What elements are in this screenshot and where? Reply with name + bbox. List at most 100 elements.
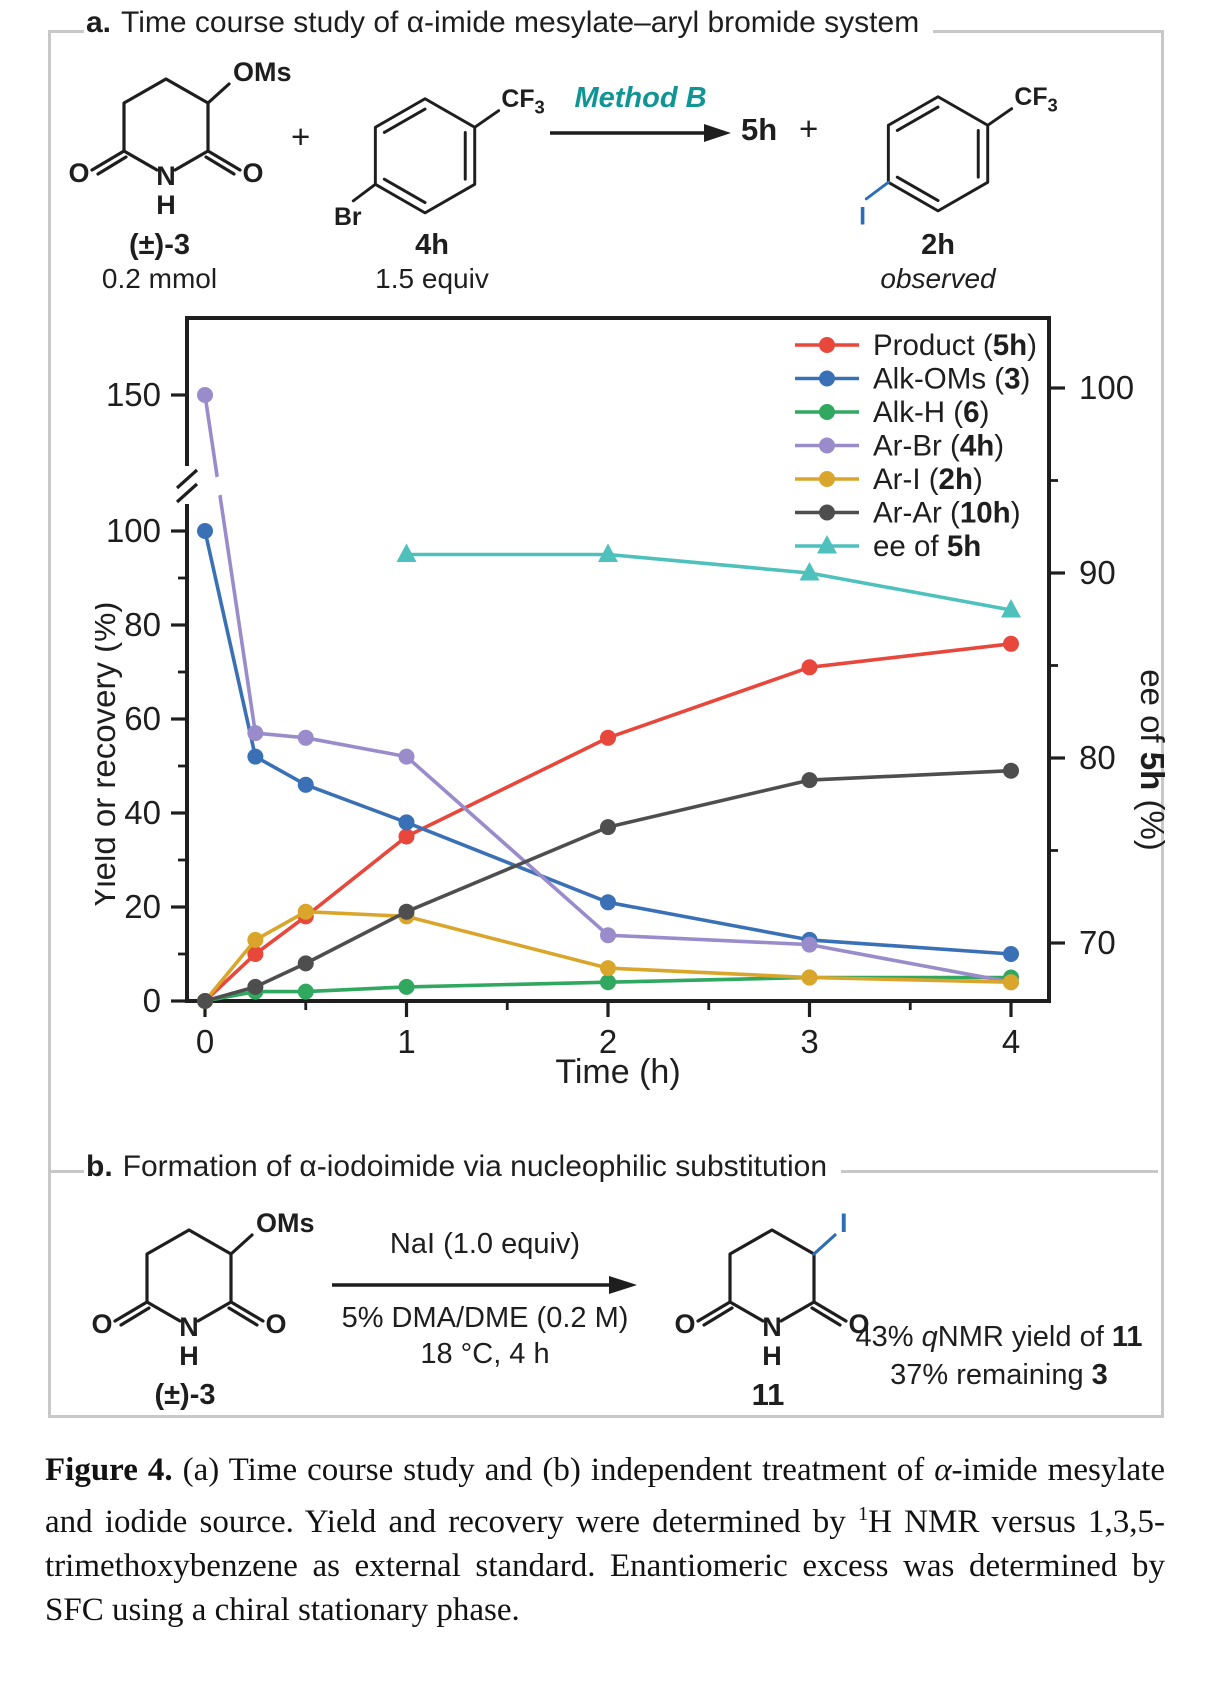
chart-legend: Product (5h)Alk-OMs (3)Alk-H (6)Ar-Br (4… bbox=[795, 329, 1037, 563]
method-label: Method B bbox=[574, 82, 707, 114]
panel-b-results: 43% qNMR yield of 11 37% remaining 3 bbox=[848, 1318, 1150, 1394]
svg-text:150: 150 bbox=[106, 376, 161, 413]
reactant2-caption: 4h 1.5 equiv bbox=[332, 228, 532, 296]
arrow-head bbox=[609, 1276, 637, 1294]
result-line-2: 37% remaining 3 bbox=[890, 1359, 1108, 1391]
right-axis-label: ee of 5h (%) bbox=[1134, 669, 1171, 851]
product2-caption: 2h observed bbox=[848, 228, 1028, 296]
bonds bbox=[90, 77, 242, 176]
left-axis-label: Yield or recovery (%) bbox=[95, 602, 122, 909]
reactant-b-caption: (±)-3 bbox=[85, 1378, 285, 1412]
svg-text:Product (5h): Product (5h) bbox=[873, 329, 1037, 362]
svg-text:ee of 5h: ee of 5h bbox=[873, 530, 981, 563]
svg-text:80: 80 bbox=[124, 606, 161, 643]
c-i-bond bbox=[864, 180, 890, 201]
series-ar-ar-10h bbox=[197, 762, 1019, 1009]
x-axis-label: Time (h) bbox=[555, 1053, 680, 1091]
reactant1-amount: 0.2 mmol bbox=[101, 263, 218, 294]
bonds bbox=[696, 1228, 848, 1327]
bonds bbox=[351, 97, 501, 215]
panel-a-title: a. Time course study of α-imide mesylate–… bbox=[84, 6, 934, 40]
svg-text:Ar-Br (4h): Ar-Br (4h) bbox=[873, 430, 1004, 463]
reactant1-name: (±)-3 bbox=[128, 229, 191, 261]
reactant1-caption: (±)-3 0.2 mmol bbox=[52, 228, 267, 296]
svg-text:100: 100 bbox=[106, 512, 161, 549]
panel-b-title: b. Formation of α-iodoimide via nucleophi… bbox=[84, 1150, 842, 1184]
series-ar-br-4h bbox=[197, 387, 1019, 991]
svg-text:0: 0 bbox=[196, 1023, 214, 1060]
mesylate-label: OMs bbox=[233, 57, 292, 87]
structure-glutarimide-iodide: O O N H I bbox=[674, 1208, 869, 1371]
reaction-arrow-b bbox=[332, 1276, 637, 1294]
panel-a-label: a. bbox=[86, 6, 112, 39]
panel-b-title-text: Formation of α-iodoimide via nucleophili… bbox=[122, 1150, 828, 1183]
svg-text:Alk-H (6): Alk-H (6) bbox=[873, 396, 989, 429]
svg-text:20: 20 bbox=[124, 888, 161, 925]
panel-a-title-text: Time course study of α-imide mesylate–ar… bbox=[121, 6, 920, 39]
svg-text:70: 70 bbox=[1079, 924, 1116, 961]
nitrogen-label: N bbox=[762, 1312, 782, 1342]
svg-text:60: 60 bbox=[124, 700, 161, 737]
svg-text:1: 1 bbox=[397, 1023, 415, 1060]
nai-condition-label: NaI (1.0 equiv) bbox=[389, 1228, 581, 1260]
reaction-arrow-a bbox=[550, 124, 731, 142]
structure-glutarimide-mesylate-b: O O N H OMs bbox=[91, 1208, 315, 1371]
plus-sign-1: + bbox=[291, 118, 311, 155]
bromine-label: Br bbox=[334, 204, 362, 231]
iodine-label: I bbox=[859, 204, 866, 231]
plus-sign-2: + bbox=[799, 110, 819, 147]
nh-hydrogen-label: H bbox=[762, 1341, 782, 1371]
oxygen-right-label: O bbox=[848, 1309, 869, 1339]
product-b-caption: 11 bbox=[668, 1378, 868, 1412]
svg-text:Ar-I (2h): Ar-I (2h) bbox=[873, 463, 983, 496]
figure-caption: Figure 4. (a) Time course study and (b) … bbox=[45, 1452, 1165, 1628]
temperature-label: 18 °C, 4 h bbox=[420, 1338, 550, 1370]
svg-text:100: 100 bbox=[1079, 369, 1134, 406]
reactant2-name: 4h bbox=[415, 229, 449, 261]
structure-aryl-bromide: CF3 Br bbox=[334, 86, 545, 231]
oxygen-right-label: O bbox=[242, 158, 263, 188]
panel-b-label: b. bbox=[86, 1150, 113, 1183]
mesylate-label: OMs bbox=[256, 1208, 315, 1238]
reactant-b-name: (±)-3 bbox=[154, 1379, 216, 1411]
nh-hydrogen-label: H bbox=[156, 190, 176, 220]
c-i-bond bbox=[812, 1233, 837, 1256]
bonds bbox=[886, 95, 1014, 213]
nitrogen-label: N bbox=[156, 161, 176, 191]
svg-text:2: 2 bbox=[599, 1023, 617, 1060]
alpha-symbol: α bbox=[934, 1452, 952, 1488]
svg-text:4: 4 bbox=[1002, 1023, 1020, 1060]
product-b-name: 11 bbox=[751, 1377, 785, 1412]
cf3-label: CF3 bbox=[1014, 84, 1057, 115]
svg-text:40: 40 bbox=[124, 794, 161, 831]
structure-aryl-iodide: CF3 I bbox=[859, 84, 1058, 231]
oxygen-left-label: O bbox=[91, 1309, 112, 1339]
structure-glutarimide-mesylate-a: O O N H OMs bbox=[68, 57, 292, 220]
oxygen-left-label: O bbox=[674, 1309, 695, 1339]
solvent-label: 5% DMA/DME (0.2 M) bbox=[341, 1302, 629, 1334]
nh-hydrogen-label: H bbox=[179, 1341, 199, 1371]
series-ee-of-5h bbox=[396, 543, 1021, 618]
caption-label: Figure 4. bbox=[45, 1452, 173, 1488]
svg-text:90: 90 bbox=[1079, 554, 1116, 591]
product2-note: observed bbox=[880, 263, 996, 294]
result-line-1: 43% qNMR yield of 11 bbox=[855, 1321, 1143, 1353]
svg-text:Alk-OMs (3): Alk-OMs (3) bbox=[873, 363, 1030, 396]
cf3-label: CF3 bbox=[501, 86, 544, 117]
svg-text:80: 80 bbox=[1079, 739, 1116, 776]
product2-name: 2h bbox=[921, 229, 955, 261]
iodine-label: I bbox=[840, 1208, 848, 1238]
svg-text:3: 3 bbox=[800, 1023, 818, 1060]
bonds bbox=[113, 1228, 265, 1327]
svg-text:Ar-Ar (10h): Ar-Ar (10h) bbox=[873, 497, 1021, 530]
nitrogen-label: N bbox=[179, 1312, 199, 1342]
oxygen-left-label: O bbox=[68, 158, 89, 188]
product-code-5h: 5h bbox=[741, 112, 778, 147]
arrow-head bbox=[704, 124, 731, 142]
svg-text:0: 0 bbox=[143, 982, 161, 1019]
reactant2-amount: 1.5 equiv bbox=[375, 263, 489, 294]
oxygen-right-label: O bbox=[265, 1309, 286, 1339]
